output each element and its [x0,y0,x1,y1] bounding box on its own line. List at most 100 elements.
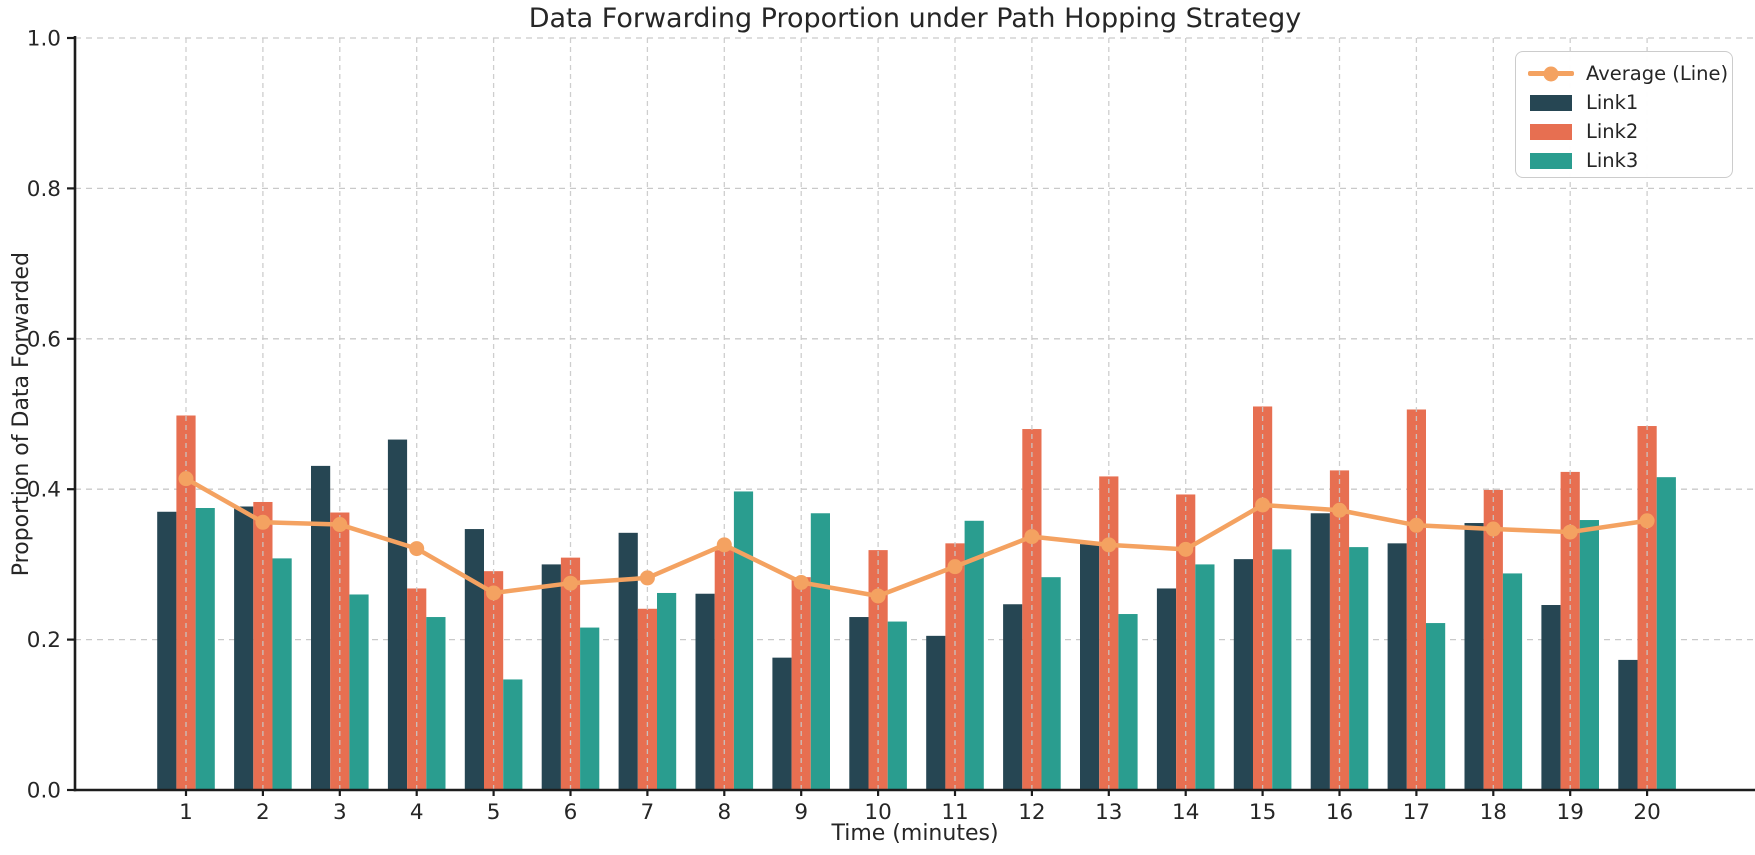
bar-link3 [810,513,830,790]
x-tick-label: 1 [179,800,193,825]
y-tick-label: 0.4 [27,478,61,503]
bar-link3 [1272,549,1292,790]
average-line [183,476,1650,599]
average-marker [255,514,271,530]
link1-swatch-icon [1528,94,1574,111]
x-tick-label: 20 [1633,800,1660,825]
bar-link3 [887,621,907,790]
bar-link1 [464,529,484,790]
bar-link2 [1329,470,1350,790]
bar-link1 [1310,513,1330,790]
average-marker [1101,537,1117,553]
x-tick-label: 5 [487,800,501,825]
x-tick-label: 13 [1095,800,1122,825]
bar-link3 [195,508,215,790]
bar-link1 [1618,659,1638,790]
x-tick-label: 12 [1018,800,1045,825]
bar-link3 [1195,564,1215,790]
average-marker [1562,524,1578,540]
bar-link2 [945,543,965,790]
average-marker [1024,529,1040,545]
x-axis-label: Time (minutes) [831,821,999,846]
bar-link2 [791,577,811,790]
average-marker [1178,541,1194,557]
x-tick-label: 17 [1403,800,1430,825]
legend-label-link1: Link1 [1586,91,1639,114]
y-tick-label: 0.6 [27,327,61,352]
bar-link1 [618,532,638,790]
bar-link1 [387,439,408,790]
x-tick-label: 2 [256,800,270,825]
bar-link3 [1349,547,1369,790]
bar-link1 [157,511,177,790]
bar-link3 [503,679,523,790]
average-marker [1408,517,1424,533]
bar-link3 [657,592,677,790]
bar-link3 [1656,477,1676,790]
legend-item-link1: Link1 [1528,88,1732,117]
x-tick-label: 7 [641,800,655,825]
bar-link1 [541,564,561,790]
y-axis-label: Proportion of Data Forwarded [8,251,34,577]
bar-link1 [1464,523,1484,790]
x-tick-label: 18 [1480,800,1507,825]
average-marker [793,574,809,590]
average-marker [1639,513,1655,529]
bar-link1 [1156,588,1177,790]
average-marker [563,575,578,591]
average-marker [1332,502,1347,518]
average-marker [332,517,348,533]
x-tick-label: 4 [410,800,424,825]
average-marker [947,559,963,575]
x-tick-label: 9 [794,800,808,825]
bar-link3 [733,491,754,790]
bar-link1 [234,506,254,790]
legend: Average (Line) Link1 Link2 Link3 [1515,51,1733,178]
x-tick-label: 15 [1249,800,1276,825]
x-tick-label: 8 [717,800,731,825]
legend-label-link3: Link3 [1586,149,1639,172]
bar-link2 [176,415,196,790]
bar-link1 [311,465,331,790]
bar-link2 [1560,471,1580,790]
bar-link1 [849,617,869,790]
x-tick-label: 6 [564,800,578,825]
legend-item-link2: Link2 [1528,117,1732,146]
link3-swatch-icon [1528,152,1574,169]
bar-link1 [1080,544,1100,790]
x-tick-label: 19 [1557,800,1584,825]
bar-link2 [560,557,581,790]
bar-link3 [426,617,446,790]
bar-link1 [926,635,946,790]
average-marker [486,585,502,601]
y-tick-label: 0.8 [27,177,61,202]
bar-link1 [1387,543,1407,790]
bar-link1 [1003,604,1023,790]
average-marker [1255,497,1271,513]
bar-link1 [1233,559,1253,790]
average-marker [639,570,655,586]
x-tick-label: 14 [1172,800,1199,825]
x-tick-label: 10 [864,800,891,825]
legend-item-link3: Link3 [1528,146,1732,175]
y-tick-label: 0.2 [27,628,61,653]
y-tick-label: 1.0 [27,27,61,52]
average-marker [870,588,886,604]
average-line-icon [1528,66,1574,81]
bar-link3 [1041,577,1061,790]
bar-link3 [1502,573,1523,790]
legend-label-average: Average (Line) [1586,62,1729,85]
bar-link3 [580,627,600,790]
bar-link3 [349,594,369,790]
bar-link1 [772,657,792,790]
legend-item-average: Average (Line) [1528,59,1732,88]
chart-title: Data Forwarding Proportion under Path Ho… [528,3,1302,34]
bar-link3 [1426,623,1446,790]
link2-swatch-icon [1528,123,1574,140]
bar-link2 [1483,489,1503,790]
average-marker [716,537,732,553]
y-axis-label-wrap: Proportion of Data Forwarded [6,38,36,790]
y-tick-label: 0.0 [27,779,61,804]
